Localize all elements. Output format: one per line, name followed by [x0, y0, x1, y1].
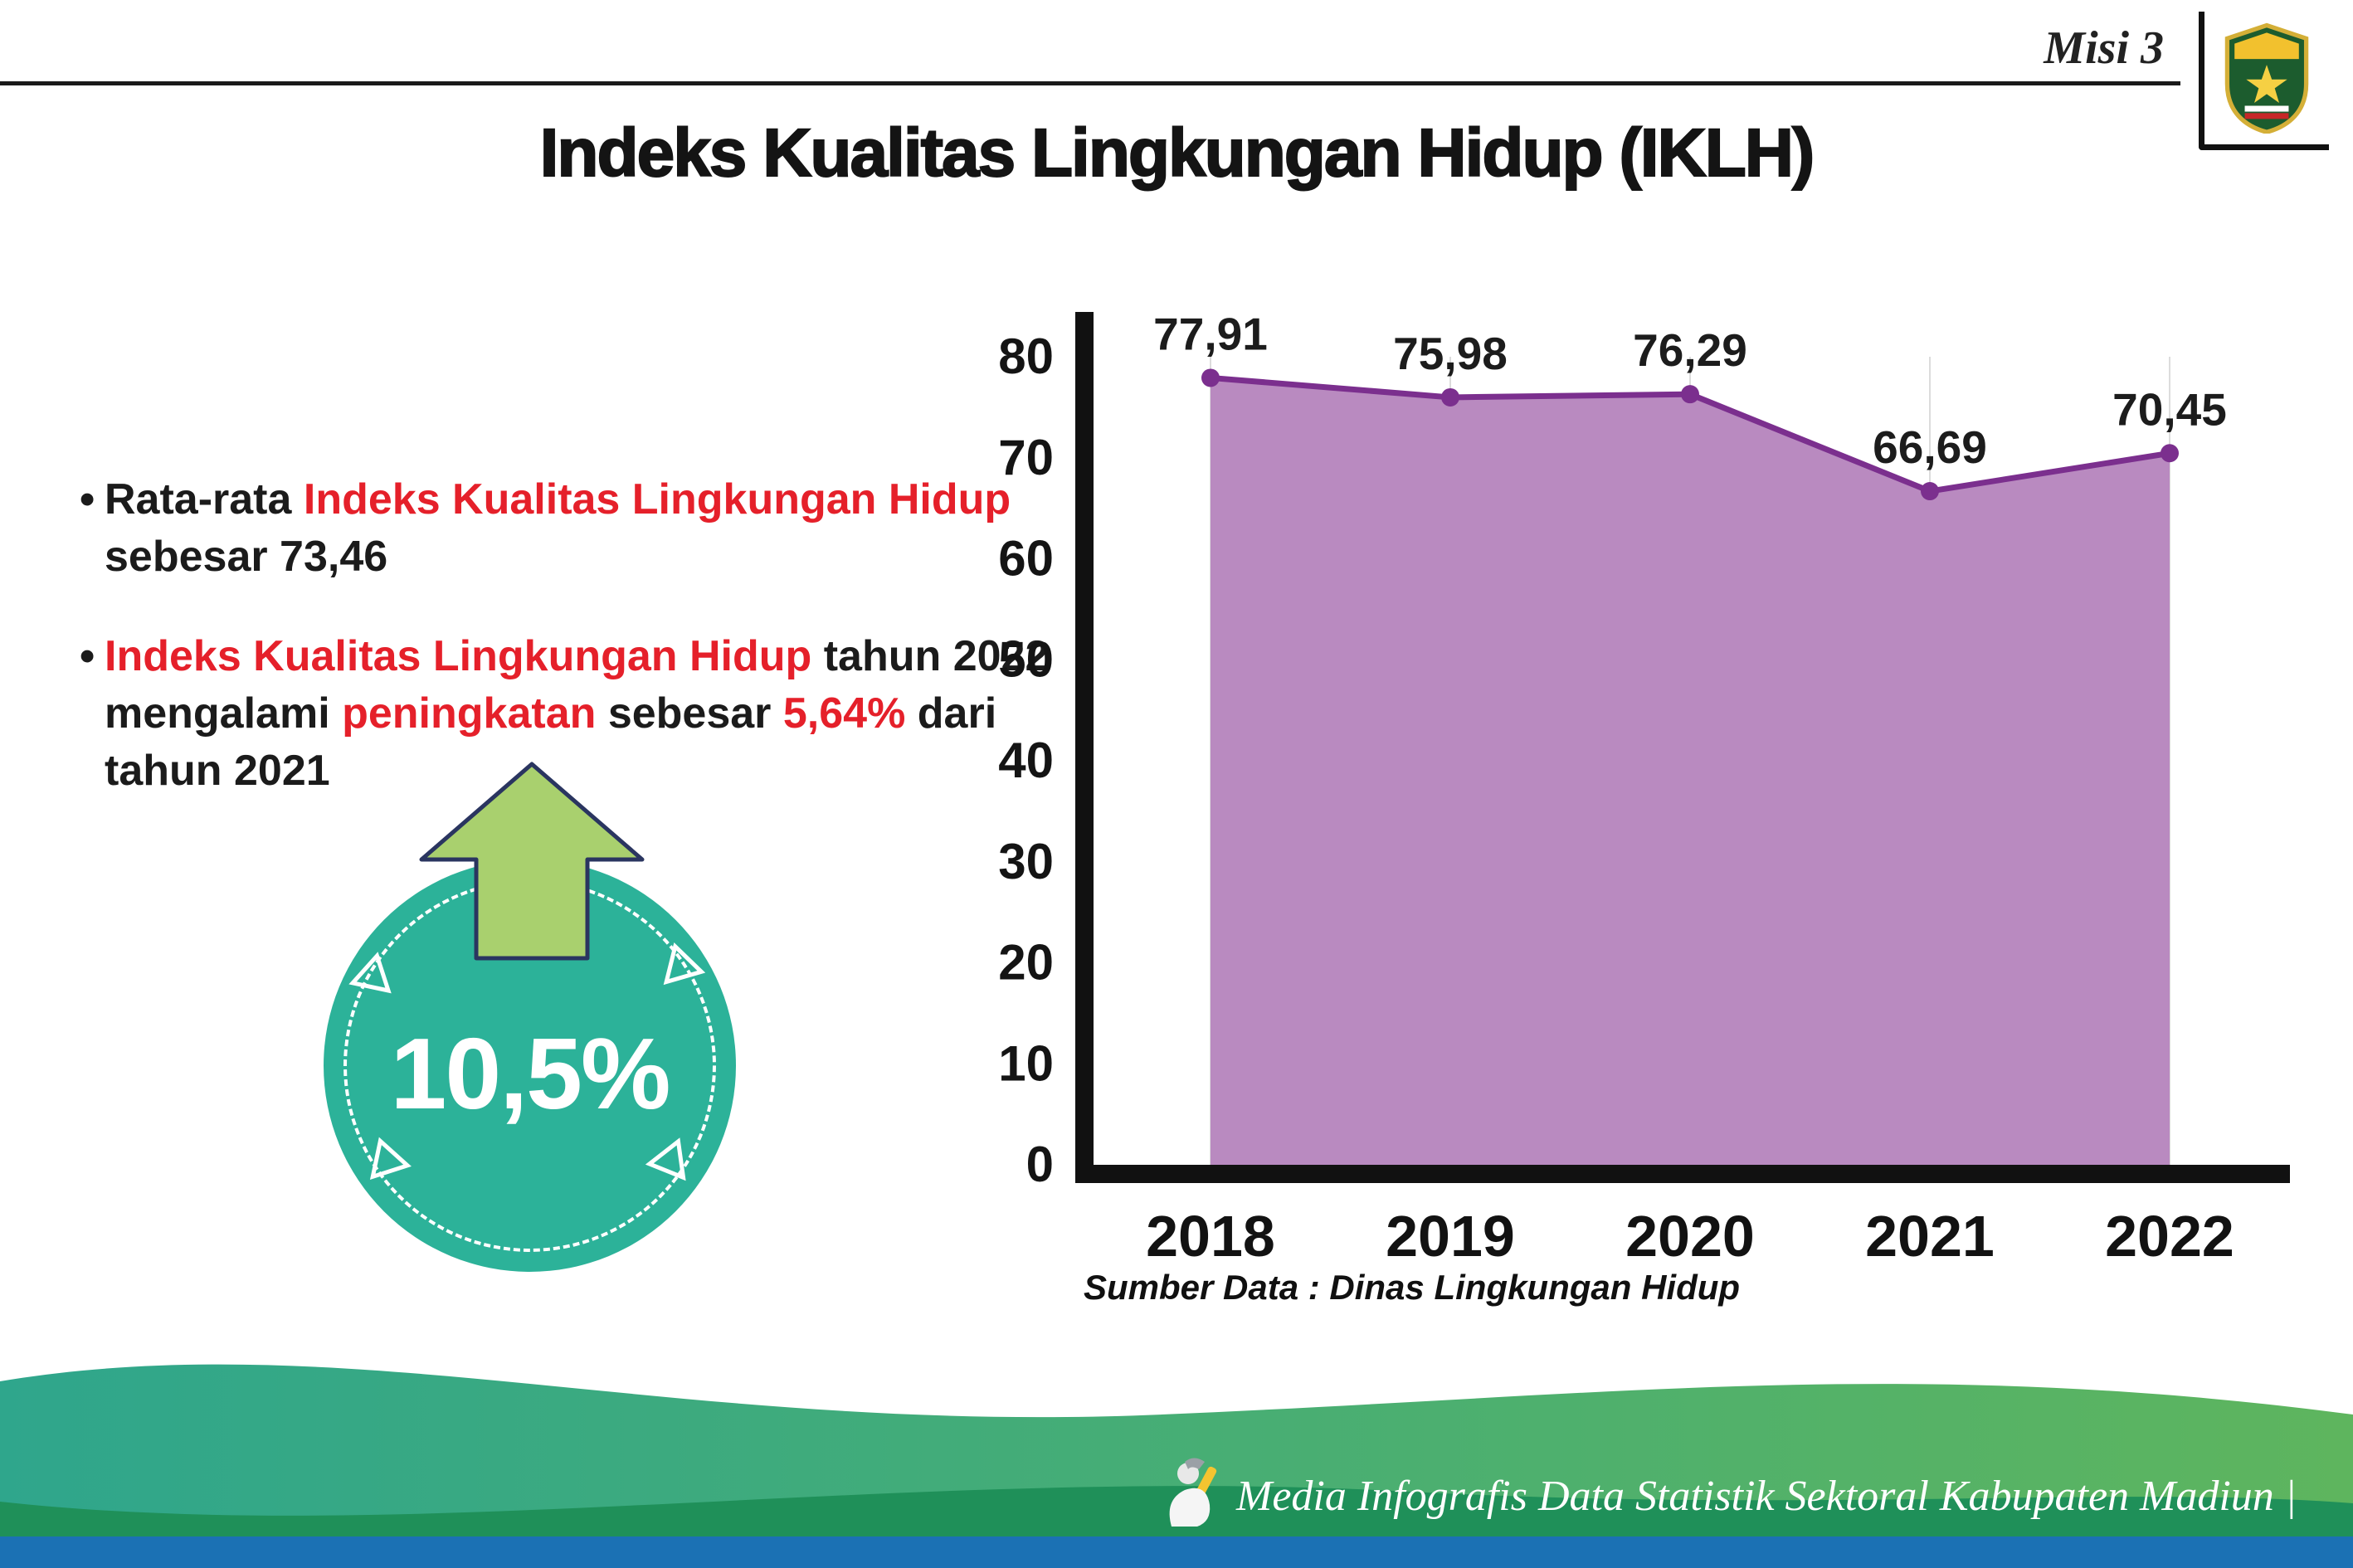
shield-emblem-icon: [2224, 22, 2309, 134]
value-label: 75,98: [1393, 328, 1508, 379]
bullet2-text-6: dari tahun 2021: [105, 689, 997, 795]
data-point: [1921, 482, 1939, 501]
value-label: 70,45: [2112, 383, 2227, 435]
page-title: Indeks Kualitas Lingkungan Hidup (IKLH): [539, 114, 1816, 192]
bullet1-text-3: sebesar 73,46: [105, 532, 388, 581]
data-point: [1681, 385, 1699, 404]
y-tick-label: 10: [998, 1035, 1054, 1091]
x-tick-label: 2020: [1625, 1204, 1755, 1269]
y-axis-bar: [1075, 312, 1094, 1183]
y-tick-label: 60: [998, 531, 1054, 587]
y-tick-label: 50: [998, 631, 1054, 687]
bullet-marker: •: [80, 475, 95, 523]
value-label: 66,69: [1873, 421, 1987, 473]
bullet-marker: •: [80, 632, 95, 681]
bullet-average-iklh: • Rata-rata Indeks Kualitas Lingkungan H…: [80, 471, 1059, 585]
summary-bullets: • Rata-rata Indeks Kualitas Lingkungan H…: [80, 471, 1059, 842]
header-rule: [0, 81, 2180, 85]
mascot-icon: [1169, 1458, 1217, 1527]
y-tick-label: 40: [998, 733, 1054, 788]
x-tick-label: 2022: [2105, 1204, 2234, 1269]
y-tick-label: 70: [998, 430, 1054, 485]
bullet2-text-2: tahun 2022 mengalami: [105, 632, 1050, 738]
bullet2-text-4: sebesar: [596, 689, 783, 738]
y-tick-label: 80: [998, 329, 1054, 384]
bullet-increase-2022: • Indeks Kualitas Lingkungan Hidup tahun…: [80, 628, 1059, 799]
footer-waves: [0, 1364, 2353, 1568]
data-source: Sumber Data : Dinas Lingkungan Hidup: [1084, 1268, 1741, 1307]
x-tick-label: 2019: [1386, 1204, 1515, 1269]
data-point: [1441, 387, 1459, 407]
bullet1-text-1: Rata-rata: [105, 475, 304, 523]
iklh-area-chart: 77,91 75,98 76,29 66,69 70,45 0 10 20 30 40 50 60 70…: [954, 290, 2353, 1361]
bottom-blue-bar: [0, 1536, 2353, 1568]
bullet2-text-1: Indeks Kualitas Lingkungan Hidup: [105, 632, 812, 681]
data-point: [2161, 444, 2179, 463]
kabupaten-madiun-logo: [2199, 12, 2329, 150]
data-point: [1201, 368, 1220, 387]
area-fill: [1211, 377, 2170, 1165]
x-tick-label: 2021: [1865, 1204, 1995, 1269]
value-label: 77,91: [1153, 308, 1268, 359]
x-tick-label: 2018: [1146, 1204, 1275, 1269]
bullet2-text-5: 5,64%: [782, 689, 906, 738]
bullet2-text-3: peningkatan: [342, 689, 597, 738]
bullet1-text-2: Indeks Kualitas Lingkungan Hidup: [303, 475, 1011, 523]
y-tick-label: 0: [1026, 1137, 1054, 1192]
footer-credit: Media Infografis Data Statistik Sektoral…: [1236, 1473, 2297, 1520]
iklh-chart: 77,91 75,98 76,29 66,69 70,45 0 10 20 30 40 50 60 70…: [998, 308, 2290, 1269]
value-label: 76,29: [1633, 324, 1747, 376]
arrow-up-icon: [419, 762, 645, 961]
y-tick-label: 20: [998, 935, 1054, 991]
misi-label: Misi 3: [2044, 22, 2164, 74]
y-tick-label: 30: [998, 834, 1054, 889]
x-axis-bar: [1075, 1165, 2290, 1183]
